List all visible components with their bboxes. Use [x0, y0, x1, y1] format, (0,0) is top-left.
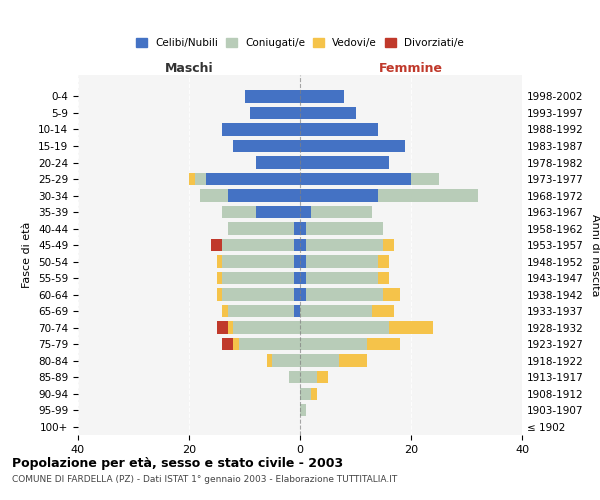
- Bar: [206, 173, 300, 185]
- Bar: [250, 107, 300, 119]
- Bar: [389, 322, 433, 334]
- Bar: [311, 206, 372, 218]
- Bar: [367, 338, 400, 350]
- Bar: [317, 371, 328, 384]
- Bar: [295, 272, 300, 284]
- Bar: [300, 305, 372, 318]
- Bar: [222, 206, 256, 218]
- Bar: [372, 305, 394, 318]
- Bar: [295, 288, 300, 301]
- Bar: [300, 404, 305, 416]
- Bar: [272, 354, 300, 367]
- Bar: [222, 256, 295, 268]
- Bar: [189, 173, 194, 185]
- Bar: [383, 288, 400, 301]
- Bar: [245, 90, 300, 102]
- Bar: [217, 288, 222, 301]
- Bar: [200, 190, 228, 202]
- Bar: [305, 288, 383, 301]
- Bar: [194, 173, 206, 185]
- Bar: [222, 338, 233, 350]
- Bar: [228, 190, 300, 202]
- Bar: [300, 239, 305, 252]
- Bar: [300, 322, 389, 334]
- Bar: [300, 338, 367, 350]
- Text: COMUNE DI FARDELLA (PZ) - Dati ISTAT 1° gennaio 2003 - Elaborazione TUTTITALIA.I: COMUNE DI FARDELLA (PZ) - Dati ISTAT 1° …: [12, 475, 397, 484]
- Bar: [300, 124, 378, 136]
- Bar: [256, 206, 300, 218]
- Bar: [222, 272, 295, 284]
- Bar: [222, 124, 300, 136]
- Bar: [233, 322, 300, 334]
- Bar: [228, 322, 233, 334]
- Bar: [300, 288, 305, 301]
- Bar: [300, 140, 406, 152]
- Bar: [311, 388, 317, 400]
- Bar: [222, 305, 228, 318]
- Bar: [295, 305, 300, 318]
- Bar: [378, 272, 389, 284]
- Bar: [411, 173, 439, 185]
- Bar: [300, 272, 305, 284]
- Bar: [289, 371, 300, 384]
- Bar: [300, 371, 317, 384]
- Bar: [211, 239, 222, 252]
- Bar: [266, 354, 272, 367]
- Bar: [300, 388, 311, 400]
- Y-axis label: Fasce di età: Fasce di età: [22, 222, 32, 288]
- Bar: [305, 222, 383, 235]
- Bar: [300, 190, 378, 202]
- Bar: [300, 256, 305, 268]
- Y-axis label: Anni di nascita: Anni di nascita: [590, 214, 600, 296]
- Bar: [295, 222, 300, 235]
- Bar: [300, 107, 355, 119]
- Bar: [217, 272, 222, 284]
- Bar: [222, 239, 295, 252]
- Bar: [305, 256, 378, 268]
- Bar: [295, 239, 300, 252]
- Bar: [339, 354, 367, 367]
- Bar: [383, 239, 394, 252]
- Bar: [300, 206, 311, 218]
- Text: Femmine: Femmine: [379, 62, 443, 75]
- Bar: [300, 173, 411, 185]
- Bar: [305, 239, 383, 252]
- Bar: [378, 256, 389, 268]
- Bar: [228, 305, 295, 318]
- Bar: [378, 190, 478, 202]
- Bar: [239, 338, 300, 350]
- Bar: [222, 288, 295, 301]
- Bar: [217, 322, 228, 334]
- Legend: Celibi/Nubili, Coniugati/e, Vedovi/e, Divorziati/e: Celibi/Nubili, Coniugati/e, Vedovi/e, Di…: [132, 34, 468, 52]
- Bar: [256, 156, 300, 168]
- Bar: [300, 354, 339, 367]
- Bar: [300, 156, 389, 168]
- Text: Popolazione per età, sesso e stato civile - 2003: Popolazione per età, sesso e stato civil…: [12, 458, 343, 470]
- Bar: [305, 272, 378, 284]
- Bar: [300, 90, 344, 102]
- Bar: [295, 256, 300, 268]
- Bar: [217, 256, 222, 268]
- Bar: [300, 222, 305, 235]
- Bar: [233, 338, 239, 350]
- Bar: [233, 140, 300, 152]
- Bar: [228, 222, 295, 235]
- Text: Maschi: Maschi: [164, 62, 214, 75]
